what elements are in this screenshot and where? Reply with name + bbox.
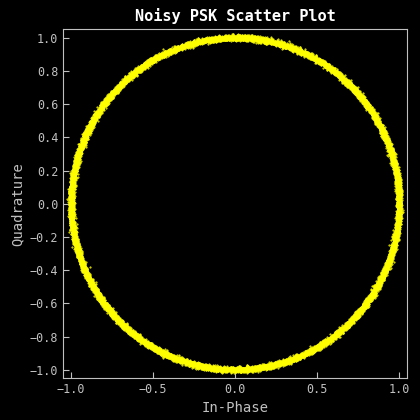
Channel 1	[394, 178, 399, 183]
Channel 1	[118, 84, 123, 89]
Channel 1	[235, 31, 240, 36]
Channel 1	[245, 370, 250, 375]
Y-axis label: Quadrature: Quadrature	[10, 162, 24, 246]
Channel 1	[390, 155, 395, 160]
Channel 1	[304, 54, 310, 59]
X-axis label: In-Phase: In-Phase	[202, 402, 269, 415]
Channel 1	[167, 352, 172, 357]
Channel 1	[211, 37, 216, 42]
Title: Noisy PSK Scatter Plot: Noisy PSK Scatter Plot	[135, 8, 336, 24]
Channel 1	[326, 65, 331, 70]
Channel 1	[310, 55, 315, 60]
Line: Channel 1: Channel 1	[67, 33, 404, 374]
